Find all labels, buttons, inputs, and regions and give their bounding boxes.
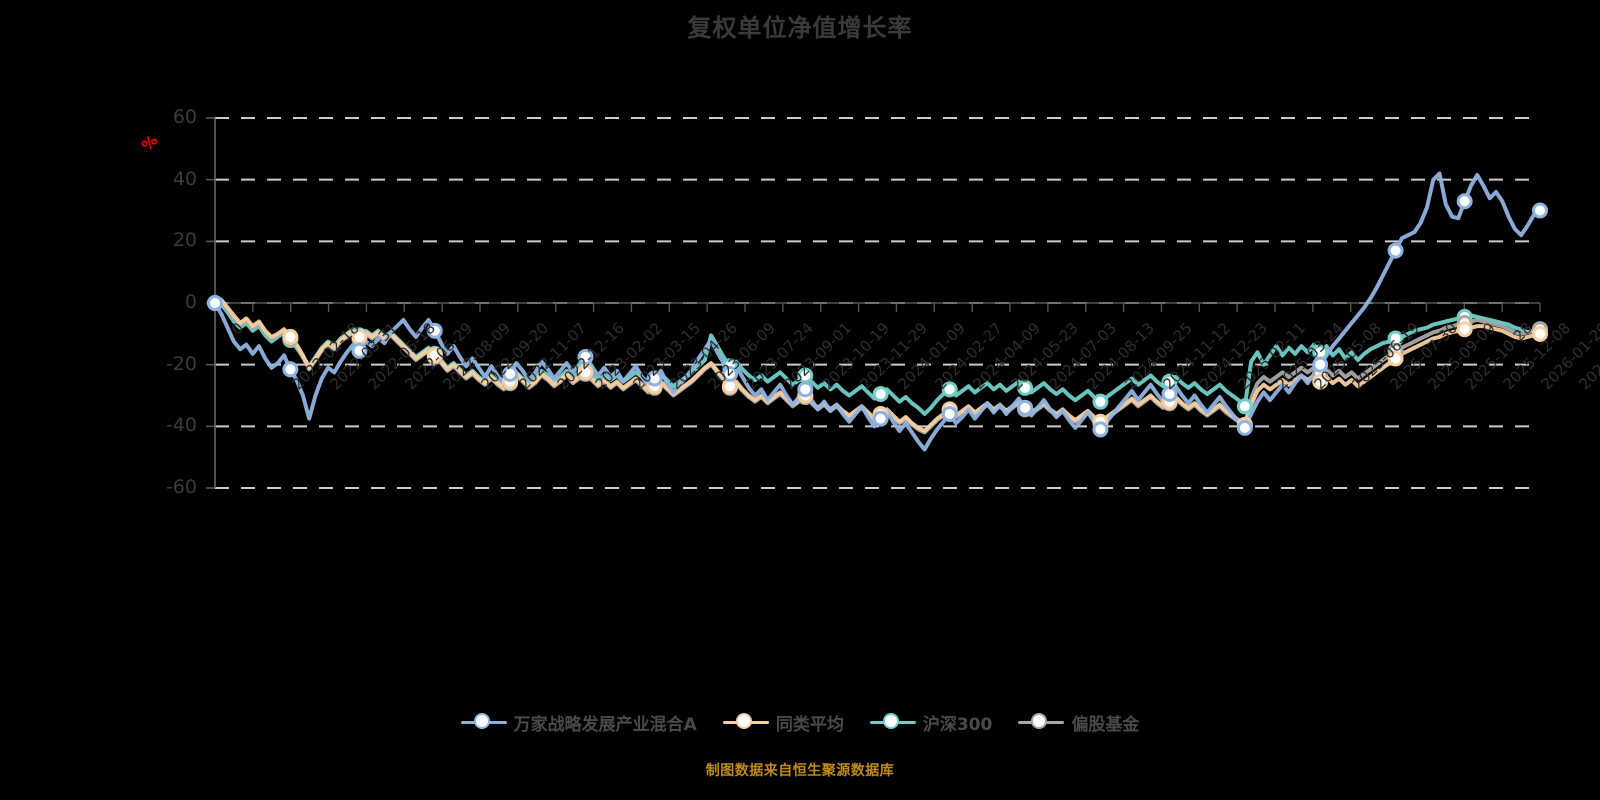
data-point-marker [797, 381, 814, 398]
data-point-marker [282, 328, 299, 345]
data-source-note: 制图数据来自恒生聚源数据库 [705, 763, 895, 779]
data-point-marker [1092, 421, 1109, 438]
legend-label: 同类平均 [775, 714, 844, 735]
data-point-marker [502, 365, 519, 382]
chart-svg [206, 117, 1548, 489]
data-point-marker [1312, 356, 1329, 373]
data-point-marker [872, 410, 889, 427]
legend-marker-icon [1018, 711, 1065, 733]
legend-item-series-fund[interactable]: 万家战略发展产业混合A [460, 710, 697, 735]
legend-item-series-csi300[interactable]: 沪深300 [869, 710, 993, 735]
data-point-marker [1532, 325, 1548, 342]
legend-label: 沪深300 [922, 714, 993, 735]
data-point-marker [1236, 398, 1253, 415]
data-point-marker [577, 348, 594, 365]
data-point-marker [1017, 379, 1034, 396]
data-point-marker [721, 365, 738, 382]
data-point-marker [941, 406, 958, 422]
data-point-marker [1161, 385, 1178, 402]
y-tick-label: 60 [172, 106, 197, 128]
data-point-marker [941, 381, 958, 398]
data-point-marker [1092, 393, 1109, 410]
y-tick-label: -40 [165, 414, 197, 437]
legend-marker-icon [460, 711, 507, 733]
y-tick-label: -20 [165, 352, 197, 375]
y-tick-label: 20 [172, 229, 197, 252]
legend-item-series-peer-average[interactable]: 同类平均 [722, 710, 844, 735]
legend-label: 偏股基金 [1071, 714, 1140, 735]
data-point-marker [1017, 399, 1034, 416]
data-point-marker [426, 347, 443, 364]
data-point-marker [351, 342, 368, 359]
data-point-marker [1236, 419, 1253, 436]
data-point-marker [1387, 242, 1404, 259]
legend-marker-icon [869, 711, 916, 733]
data-point-marker [207, 295, 223, 311]
legend-marker-icon [722, 711, 769, 733]
legend-item-series-equity-fund[interactable]: 偏股基金 [1018, 710, 1139, 735]
data-point-marker [872, 385, 889, 402]
data-point-marker [1387, 350, 1404, 367]
data-point-marker [1312, 373, 1329, 390]
y-tick-label: 40 [172, 167, 197, 190]
data-point-marker [646, 370, 663, 387]
data-point-marker [282, 361, 299, 378]
chart-legend: 万家战略发展产业混合A 同类平均 沪深300 偏股基金 [0, 700, 1600, 744]
data-point-marker [1532, 202, 1548, 219]
legend-label: 万家战略发展产业混合A [513, 714, 697, 735]
data-point-marker [577, 364, 594, 381]
data-point-marker [1456, 193, 1473, 210]
data-point-marker [1456, 321, 1473, 338]
y-tick-label: -60 [165, 476, 197, 498]
y-tick-label: 0 [184, 291, 197, 313]
plot-area [206, 117, 1548, 489]
data-point-marker [426, 322, 443, 339]
page-title: 复权单位净值增长率 [687, 14, 913, 42]
